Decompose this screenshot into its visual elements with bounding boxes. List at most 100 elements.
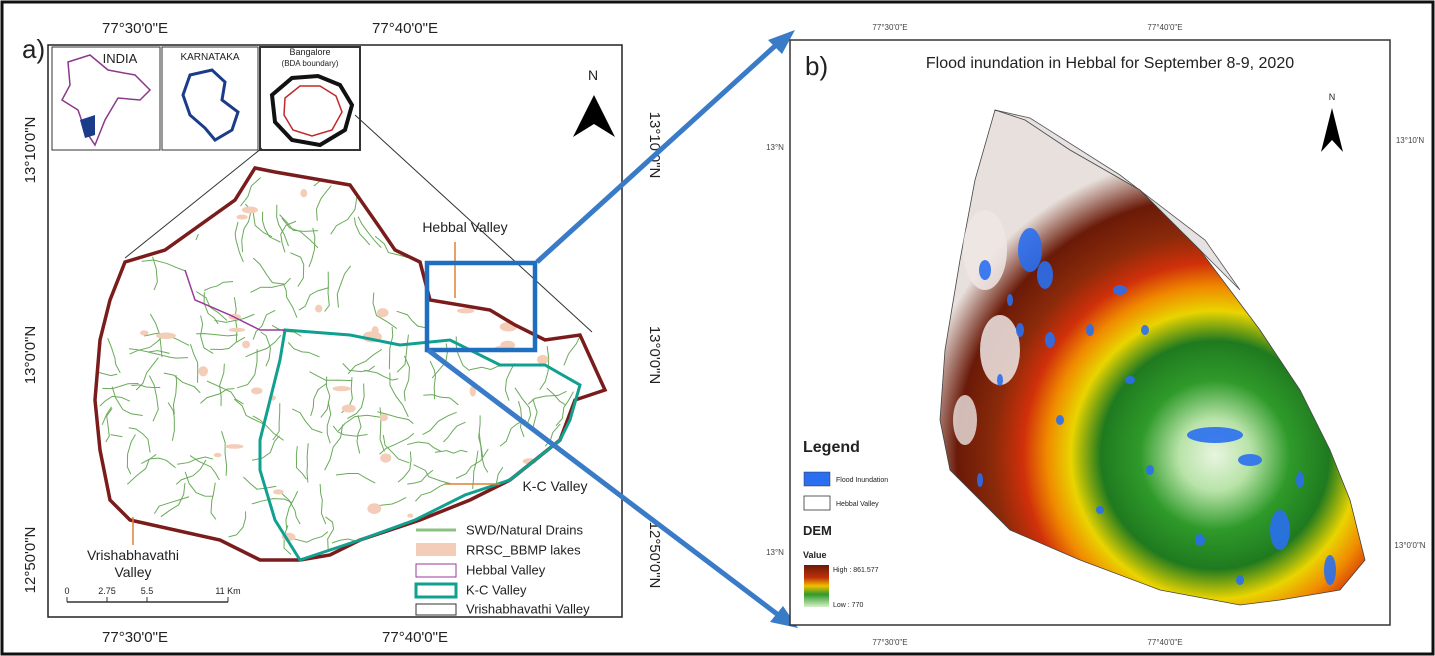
lake xyxy=(225,444,244,449)
lat-label: 13°0'0"N xyxy=(646,326,663,384)
flood-patch xyxy=(1096,506,1104,514)
lake xyxy=(315,305,322,313)
flood-patch xyxy=(1045,332,1055,348)
legend-swatch xyxy=(804,496,830,510)
callout: Hebbal Valley xyxy=(422,219,507,235)
lat-label: 13°0'0"N xyxy=(1394,541,1425,550)
north-label: N xyxy=(1329,92,1336,102)
flood-patch xyxy=(1007,294,1013,306)
lake xyxy=(242,341,250,349)
lake xyxy=(380,414,388,421)
legend-label: Hebbal Valley xyxy=(466,562,546,577)
lon-label: 77°40'0"E xyxy=(1147,638,1182,647)
legend-swatch xyxy=(416,584,456,597)
flood-patch xyxy=(1236,575,1244,585)
lon-label: 77°40'0"E xyxy=(382,629,448,646)
flood-patch xyxy=(1296,472,1304,488)
flood-patch xyxy=(1146,465,1154,475)
lat-label: 13°10'N xyxy=(1396,136,1425,145)
panel-label: b) xyxy=(805,51,828,81)
flood-patch xyxy=(1113,285,1127,295)
dem-ramp xyxy=(804,565,829,607)
flood-patch xyxy=(977,473,983,487)
north-label: N xyxy=(588,67,598,83)
flood-patch xyxy=(1086,324,1094,336)
lake xyxy=(242,206,258,213)
lon-label: 77°40'0"E xyxy=(1147,23,1182,32)
lat-label: 12°50'0"N xyxy=(646,522,663,589)
lon-label: 77°30'0"E xyxy=(102,629,168,646)
lat-label: 13°10'0"N xyxy=(646,112,663,179)
lat-label: 13°10'0"N xyxy=(22,117,39,184)
legend-swatch xyxy=(416,564,456,577)
legend-label: Hebbal Valley xyxy=(836,501,879,508)
lake xyxy=(198,366,208,376)
legend-label: Vrishabhavathi Valley xyxy=(466,601,590,616)
legend-swatch xyxy=(416,543,456,556)
flood-patch xyxy=(1195,534,1205,546)
flood-patch xyxy=(1018,228,1042,272)
lon-label: 77°40'0"E xyxy=(372,20,438,37)
lon-label: 77°30'0"E xyxy=(102,20,168,37)
legend-swatch xyxy=(416,604,456,615)
scale-label: 11 Km xyxy=(215,586,240,596)
lat-label: 13°N xyxy=(766,548,784,557)
bbmp-boundary xyxy=(284,86,342,136)
lake xyxy=(229,328,246,332)
inset-label: (BDA boundary) xyxy=(282,59,339,68)
legend-label: K-C Valley xyxy=(466,582,527,597)
lon-label: 77°30'0"E xyxy=(872,638,907,647)
lake xyxy=(457,308,474,313)
lake xyxy=(380,453,391,462)
lake xyxy=(300,189,307,197)
flood-patch xyxy=(1056,415,1064,425)
flood-patch xyxy=(979,260,991,280)
inset-label: KARNATAKA xyxy=(180,52,239,63)
flood-patch xyxy=(1187,427,1243,443)
lake xyxy=(367,503,381,514)
map-title: Flood inundation in Hebbal for September… xyxy=(926,55,1294,72)
flood-patch xyxy=(1125,376,1135,384)
inset-label: Bangalore xyxy=(289,47,330,57)
flood-patch xyxy=(1016,323,1024,337)
lake xyxy=(333,386,351,391)
flood-patch xyxy=(997,374,1003,386)
callout: Valley xyxy=(114,564,151,580)
lon-label: 77°30'0"E xyxy=(872,23,907,32)
legend-swatch xyxy=(804,472,830,486)
flood-patch xyxy=(1037,261,1053,289)
legend-heading: DEM xyxy=(803,523,832,538)
scale-label: 5.5 xyxy=(141,586,154,596)
flood-patch xyxy=(1238,454,1262,466)
lake xyxy=(377,308,389,317)
page: a) 77°30'0"E 77°40'0"E 77°30'0"E 77°40'0… xyxy=(0,0,1435,656)
scale-label: 0 xyxy=(64,586,69,596)
lat-label: 12°50'0"N xyxy=(22,527,39,594)
dem-highland xyxy=(953,395,977,445)
callout: Vrishabhavathi xyxy=(87,547,179,563)
callout: K-C Valley xyxy=(522,478,587,494)
lake xyxy=(372,326,379,334)
lake xyxy=(214,453,222,457)
lake xyxy=(140,330,148,335)
lake xyxy=(273,489,284,494)
figure: a) 77°30'0"E 77°40'0"E 77°30'0"E 77°40'0… xyxy=(0,0,1435,656)
legend-label: Flood Inundation xyxy=(836,477,888,484)
lat-label: 13°N xyxy=(766,143,784,152)
legend-label: SWD/Natural Drains xyxy=(466,522,584,537)
lake xyxy=(537,355,548,364)
scale-label: 2.75 xyxy=(98,586,116,596)
legend-heading: Value xyxy=(803,550,827,560)
lat-label: 13°0'0"N xyxy=(22,326,39,384)
legend-title: Legend xyxy=(803,439,860,456)
legend-label: RRSC_BBMP lakes xyxy=(466,542,581,557)
legend-label: Low : 770 xyxy=(833,602,863,609)
flood-patch xyxy=(1141,325,1149,335)
flood-patch xyxy=(1270,510,1290,550)
lake xyxy=(156,333,176,340)
lake xyxy=(251,387,262,394)
lake xyxy=(236,215,247,220)
lake xyxy=(407,513,413,517)
lake xyxy=(342,404,356,412)
legend-label: High : 861.577 xyxy=(833,567,879,574)
